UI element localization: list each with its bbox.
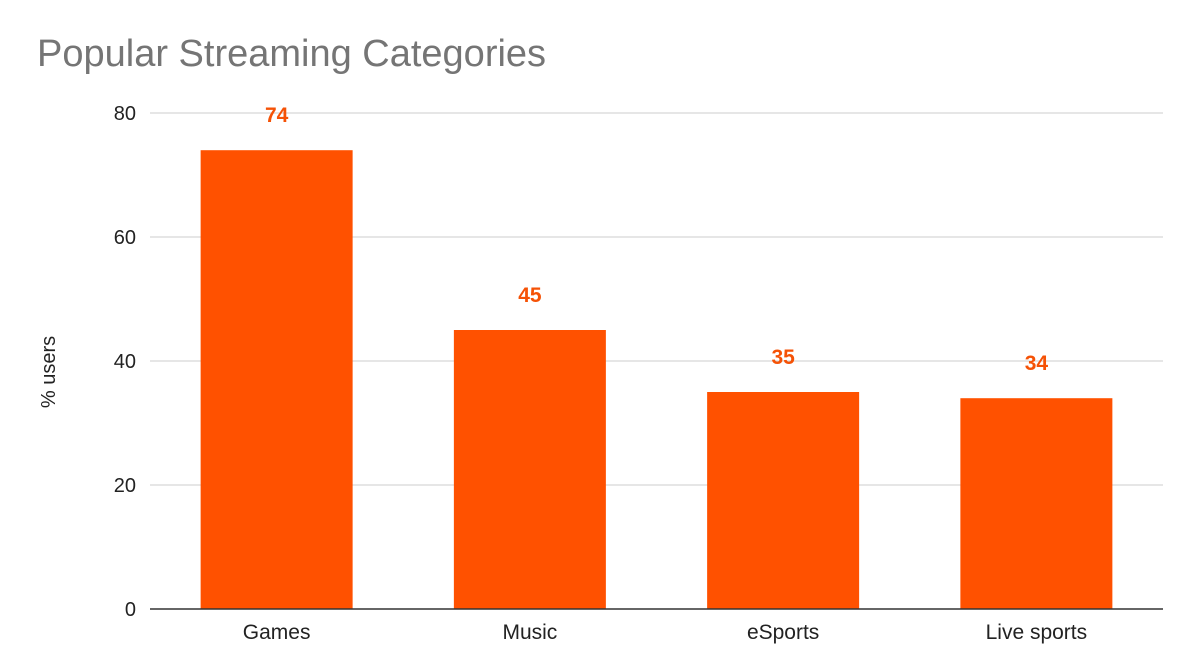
bar-live-sports xyxy=(960,398,1113,609)
y-tick-label: 60 xyxy=(114,227,136,249)
x-category-label: Music xyxy=(502,621,557,644)
bar-music xyxy=(453,330,606,609)
data-label: 45 xyxy=(518,284,542,307)
data-label: 34 xyxy=(1025,352,1049,375)
data-label: 74 xyxy=(265,104,289,127)
y-tick-label: 0 xyxy=(125,599,136,621)
y-axis-label: % users xyxy=(38,336,60,408)
bars xyxy=(200,150,1113,609)
y-tick-label: 20 xyxy=(114,475,136,497)
bar-esports xyxy=(707,392,860,609)
x-category-label: Live sports xyxy=(986,621,1088,644)
y-tick-label: 80 xyxy=(114,103,136,125)
x-category-label: eSports xyxy=(747,621,819,644)
x-axis-categories: Games Music eSports Live sports xyxy=(243,621,1087,644)
y-tick-label: 40 xyxy=(114,351,136,373)
data-labels: 74 45 35 34 xyxy=(265,104,1048,375)
chart-title: Popular Streaming Categories xyxy=(37,33,547,75)
y-axis-ticks: 0 20 40 60 80 xyxy=(114,103,136,621)
bar-games xyxy=(200,150,353,609)
data-label: 35 xyxy=(771,346,795,369)
x-category-label: Games xyxy=(243,621,311,644)
